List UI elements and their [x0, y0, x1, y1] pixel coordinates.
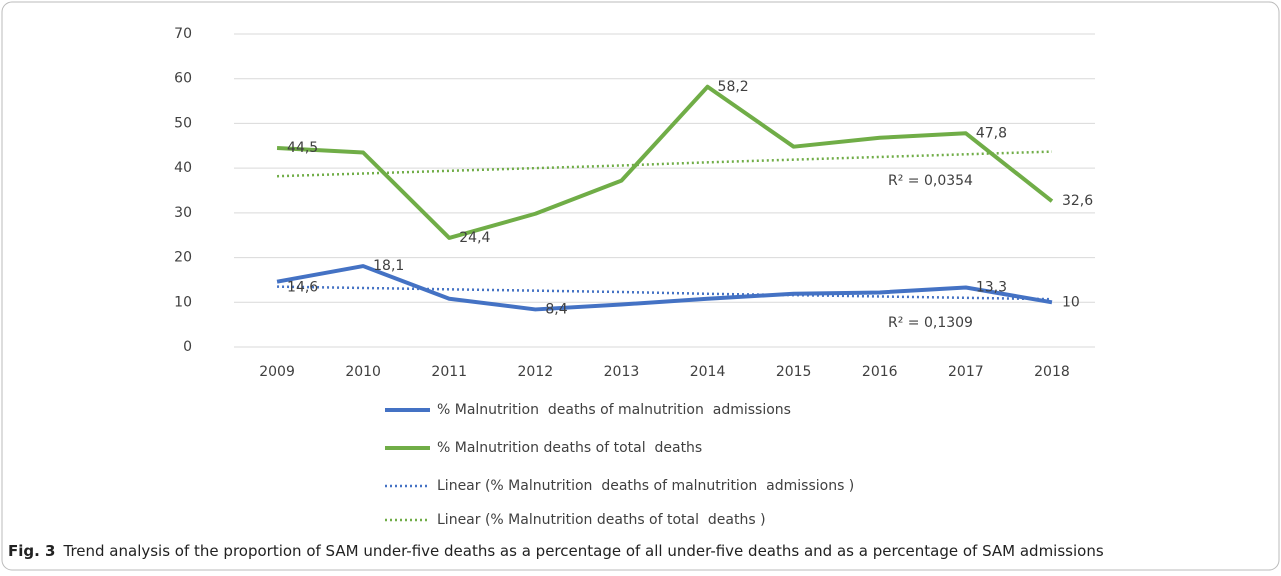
x-tick-label: 2017 [948, 364, 984, 380]
y-tick-label: 50 [174, 115, 192, 131]
x-tick-label: 2015 [776, 364, 812, 380]
y-tick-label: 0 [183, 339, 192, 355]
data-label: 44,5 [287, 140, 318, 156]
data-label: 14,6 [287, 280, 318, 296]
caption-text: Trend analysis of the proportion of SAM … [62, 542, 1103, 560]
x-tick-label: 2010 [345, 364, 381, 380]
data-label: 8,4 [545, 301, 567, 317]
annotation: R² = 0,1309 [888, 315, 973, 331]
x-tick-label: 2011 [431, 364, 467, 380]
caption-label: Fig. 3 [8, 542, 55, 560]
data-label: 32,6 [1062, 193, 1093, 209]
y-tick-label: 20 [174, 250, 192, 266]
trend-line [277, 285, 1052, 301]
legend-label: Linear (% Malnutrition deaths of malnutr… [437, 478, 854, 494]
legend-label: % Malnutrition deaths of malnutrition ad… [437, 402, 791, 418]
data-label: 18,1 [373, 258, 404, 274]
data-label: 58,2 [718, 79, 749, 95]
y-tick-label: 40 [174, 160, 192, 176]
x-tick-label: 2013 [604, 364, 640, 380]
x-tick-label: 2018 [1034, 364, 1070, 380]
y-tick-label: 70 [174, 26, 192, 42]
caption: Fig. 3 Trend analysis of the proportion o… [8, 542, 1104, 560]
y-tick-label: 10 [174, 294, 192, 310]
y-tick-label: 30 [174, 205, 192, 221]
annotation: R² = 0,0354 [888, 173, 973, 189]
data-label: 24,4 [459, 230, 490, 246]
series-line [276, 264, 1053, 312]
data-label: 10 [1062, 294, 1080, 310]
x-tick-label: 2016 [862, 364, 898, 380]
x-tick-label: 2009 [259, 364, 295, 380]
x-tick-label: 2012 [518, 364, 554, 380]
series-line [276, 84, 1054, 240]
y-tick-label: 60 [174, 71, 192, 87]
x-tick-label: 2014 [690, 364, 726, 380]
data-label: 47,8 [976, 125, 1007, 141]
trend-line [277, 150, 1052, 178]
legend-label: % Malnutrition deaths of total deaths [437, 440, 702, 456]
legend-label: Linear (% Malnutrition deaths of total d… [437, 512, 766, 528]
data-label: 13,3 [976, 280, 1007, 296]
